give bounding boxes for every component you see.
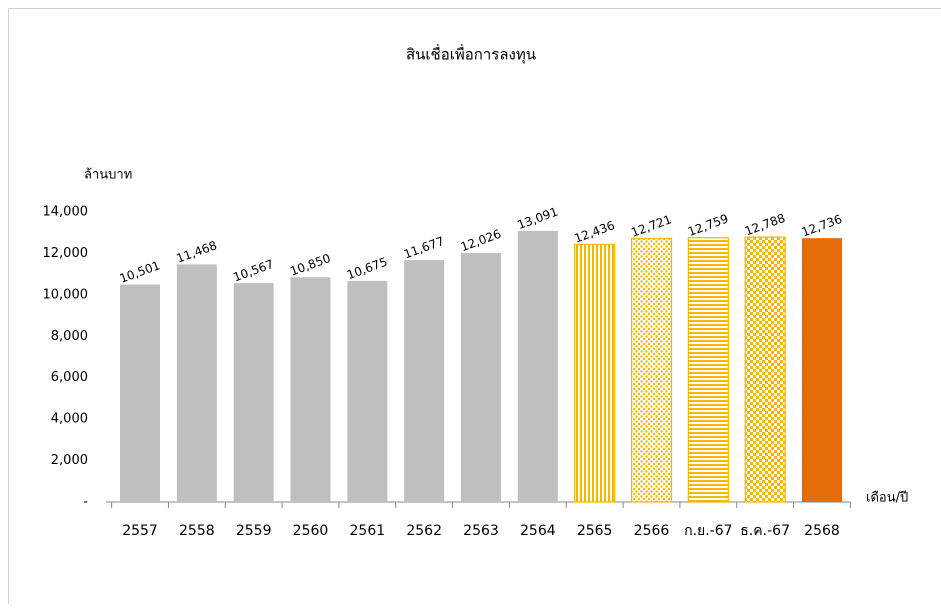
x-tick-label: ก.ย.-67 <box>684 523 732 539</box>
bar <box>575 244 615 502</box>
data-label: 12,721 <box>629 212 673 240</box>
bar <box>234 283 274 502</box>
y-axis-label: ล้านบาท <box>84 168 132 183</box>
x-tick-label: 2561 <box>350 523 386 539</box>
data-label: 12,759 <box>686 211 730 239</box>
data-label: 12,026 <box>459 227 503 255</box>
y-tick-label: 10,000 <box>43 287 89 302</box>
y-tick-label: 6,000 <box>51 370 88 385</box>
bar <box>347 281 387 502</box>
bar <box>177 264 217 502</box>
bar <box>404 260 444 502</box>
x-tick-label: 2565 <box>577 523 613 539</box>
x-tick-label: 2557 <box>122 523 158 539</box>
x-tick-label: 2568 <box>804 523 840 539</box>
data-label: 12,436 <box>572 218 616 246</box>
data-label: 12,788 <box>743 211 787 239</box>
x-tick-label: 2564 <box>520 523 556 539</box>
y-tick-label: 14,000 <box>43 205 89 220</box>
data-label: 13,091 <box>516 205 560 233</box>
data-label: 11,468 <box>175 238 219 266</box>
x-axis-label: เดือน/ปี <box>866 490 908 506</box>
x-tick-label: 2562 <box>406 523 442 539</box>
bar <box>802 238 842 502</box>
bar <box>518 231 558 502</box>
data-label: 10,501 <box>118 258 162 286</box>
x-tick-label: 2566 <box>634 523 670 539</box>
bar <box>688 238 728 502</box>
bar <box>461 253 501 502</box>
x-tick-label: 2558 <box>179 523 215 539</box>
bar <box>745 237 785 502</box>
x-tick-label: ธ.ค.-67 <box>740 523 790 539</box>
chart-title: สินเชื่อเพื่อการลงทุน <box>406 44 536 65</box>
y-tick-label: - <box>83 495 88 510</box>
x-tick-label: 2559 <box>236 523 272 539</box>
bar <box>291 277 331 502</box>
y-tick-label: 4,000 <box>51 412 88 427</box>
bar <box>120 284 160 502</box>
x-tick-label: 2563 <box>463 523 499 539</box>
y-tick-label: 2,000 <box>51 453 88 468</box>
x-tick-label: 2560 <box>293 523 329 539</box>
data-label: 10,675 <box>345 255 389 283</box>
data-label: 11,677 <box>402 234 446 262</box>
data-label: 12,736 <box>800 212 844 240</box>
bar <box>631 238 671 502</box>
data-label: 10,567 <box>231 257 275 285</box>
y-tick-label: 8,000 <box>51 329 88 344</box>
y-tick-label: 12,000 <box>43 246 89 261</box>
data-label: 10,850 <box>288 251 332 279</box>
